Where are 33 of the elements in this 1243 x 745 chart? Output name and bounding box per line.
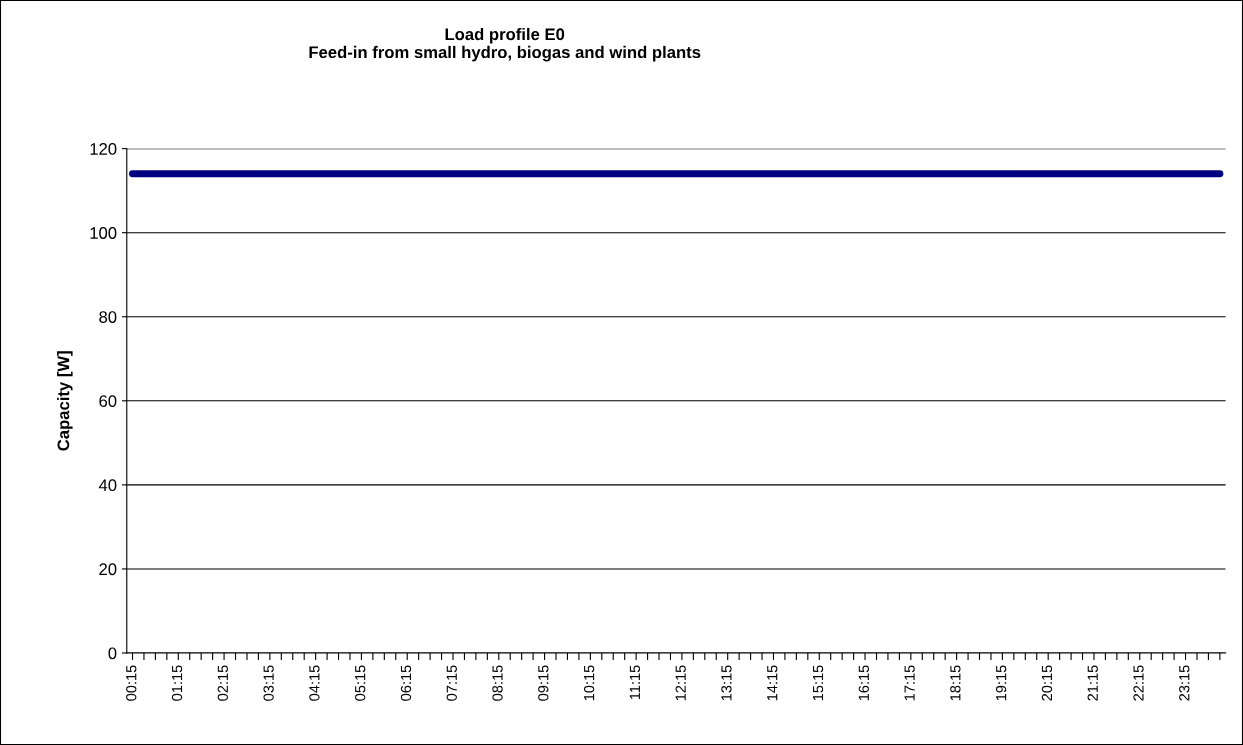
y-tick-label: 100 — [90, 227, 117, 239]
x-tick-label: 03:15 — [263, 665, 274, 701]
chart-title: Load profile E0 Feed-in from small hydro, biogas and wind plants — [309, 27, 701, 62]
x-tick-label: 08:15 — [492, 665, 503, 701]
x-tick-label: 19:15 — [995, 665, 1007, 701]
x-tick-label: 20:15 — [1041, 665, 1053, 701]
x-tick-label: 16:15 — [858, 665, 869, 701]
y-tick-label: 20 — [99, 563, 117, 576]
y-tick-label: 60 — [99, 395, 117, 408]
y-tick-label: 0 — [108, 647, 117, 660]
x-tick-label: 21:15 — [1087, 665, 1098, 701]
x-tick-label: 12:15 — [675, 665, 686, 701]
x-tick-label: 14:15 — [767, 665, 778, 701]
y-tick-label: 40 — [98, 479, 117, 492]
x-tick-label: 06:15 — [400, 665, 412, 701]
x-tick-label: 10:15 — [583, 665, 595, 701]
x-tick-label: 01:15 — [171, 665, 183, 701]
y-tick-label: 80 — [99, 311, 117, 323]
x-tick-label: 07:15 — [446, 665, 457, 701]
x-tick-label: 18:15 — [950, 665, 961, 701]
x-tick-label: 09:15 — [538, 665, 549, 701]
x-tick-label: 22:15 — [1133, 665, 1144, 701]
x-tick-label: 15:15 — [813, 665, 824, 701]
x-tick-label: 05:15 — [355, 665, 366, 701]
x-tick-label: 02:15 — [217, 665, 228, 701]
y-tick-label: 120 — [90, 143, 117, 155]
x-tick-label: 17:15 — [904, 665, 915, 701]
x-tick-label: 04:15 — [309, 665, 320, 701]
x-tick-label: 00:15 — [126, 665, 137, 701]
x-tick-label: 23:15 — [1179, 665, 1190, 701]
x-tick-label: 13:15 — [721, 665, 732, 701]
x-tick-label: 11:15 — [629, 665, 641, 700]
y-axis-title: Capacity [W] — [57, 351, 73, 451]
